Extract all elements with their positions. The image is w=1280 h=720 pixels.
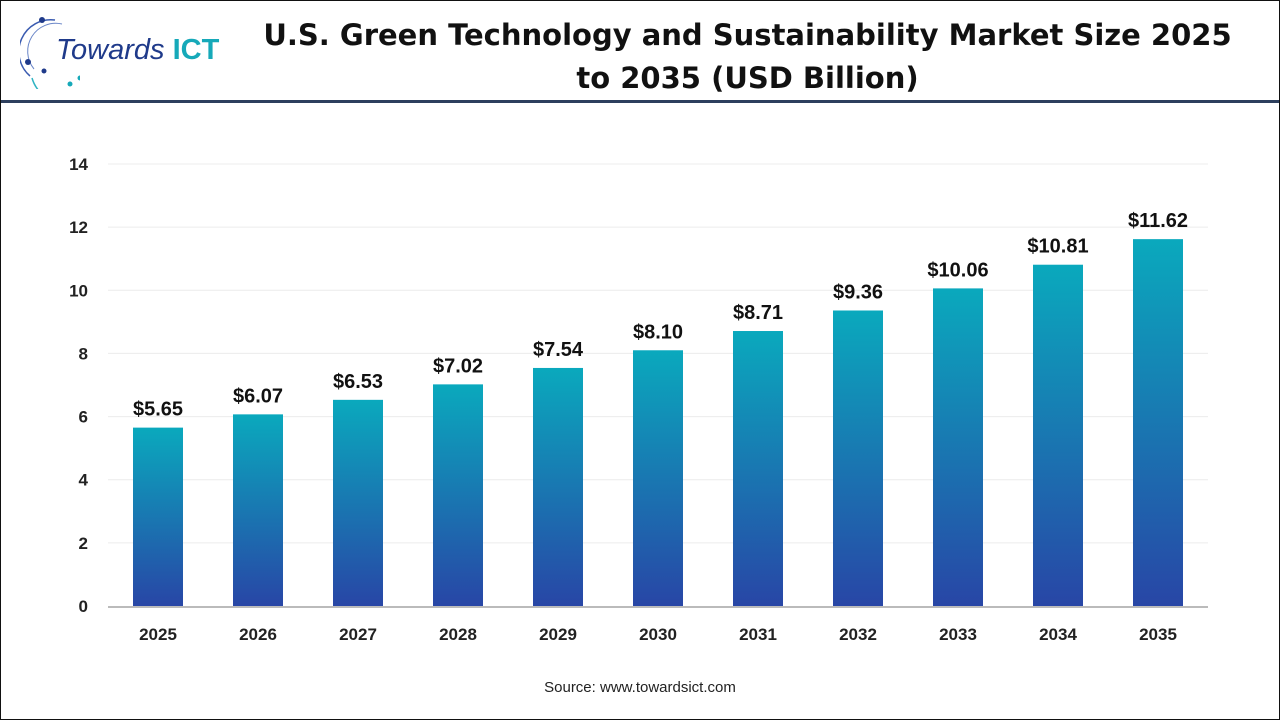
source-note: Source: www.towardsict.com — [544, 679, 736, 696]
logo-circuit-icon — [20, 17, 80, 89]
logo-text: Towards ICT — [56, 34, 220, 66]
data-label: $10.81 — [1027, 236, 1088, 258]
bar — [433, 384, 483, 606]
data-label: $6.07 — [233, 385, 283, 407]
data-label: $9.36 — [833, 281, 883, 303]
data-label: $11.62 — [1128, 210, 1188, 232]
x-tick-label: 2033 — [939, 625, 977, 644]
data-label: $6.53 — [333, 371, 383, 393]
y-tick-label: 4 — [79, 471, 89, 490]
y-tick-label: 0 — [79, 597, 88, 616]
bar — [1033, 264, 1083, 606]
x-tick-label: 2025 — [139, 625, 177, 644]
data-label: $10.06 — [927, 259, 988, 281]
y-tick-label: 12 — [69, 218, 88, 237]
logo: Towards ICT — [20, 14, 220, 89]
x-tick-label: 2031 — [739, 625, 777, 644]
x-tick-label: 2030 — [639, 625, 677, 644]
y-tick-label: 2 — [79, 534, 88, 553]
header-divider — [1, 100, 1279, 103]
bar — [1133, 239, 1183, 606]
x-tick-label: 2027 — [339, 625, 377, 644]
chart-title: U.S. Green Technology and Sustainability… — [263, 18, 1232, 95]
data-label: $7.02 — [433, 355, 483, 377]
y-tick-label: 10 — [69, 281, 88, 300]
y-tick-label: 8 — [79, 344, 88, 363]
x-tick-label: 2034 — [1039, 625, 1077, 644]
bar — [333, 399, 383, 606]
bar — [933, 288, 983, 606]
bar — [233, 414, 283, 606]
bar — [133, 427, 183, 606]
bar — [633, 350, 683, 606]
data-label: $8.10 — [633, 321, 683, 343]
y-tick-label: 14 — [69, 155, 88, 174]
x-tick-label: 2035 — [1139, 625, 1177, 644]
x-tick-label: 2026 — [239, 625, 277, 644]
x-tick-label: 2029 — [539, 625, 577, 644]
bar — [533, 367, 583, 606]
bar — [833, 310, 883, 606]
data-label: $8.71 — [733, 302, 783, 324]
y-tick-label: 6 — [79, 408, 88, 427]
x-tick-label: 2028 — [439, 625, 477, 644]
x-tick-label: 2032 — [839, 625, 877, 644]
data-label: $7.54 — [533, 339, 584, 361]
bar — [733, 331, 783, 606]
data-label: $5.65 — [133, 399, 183, 421]
